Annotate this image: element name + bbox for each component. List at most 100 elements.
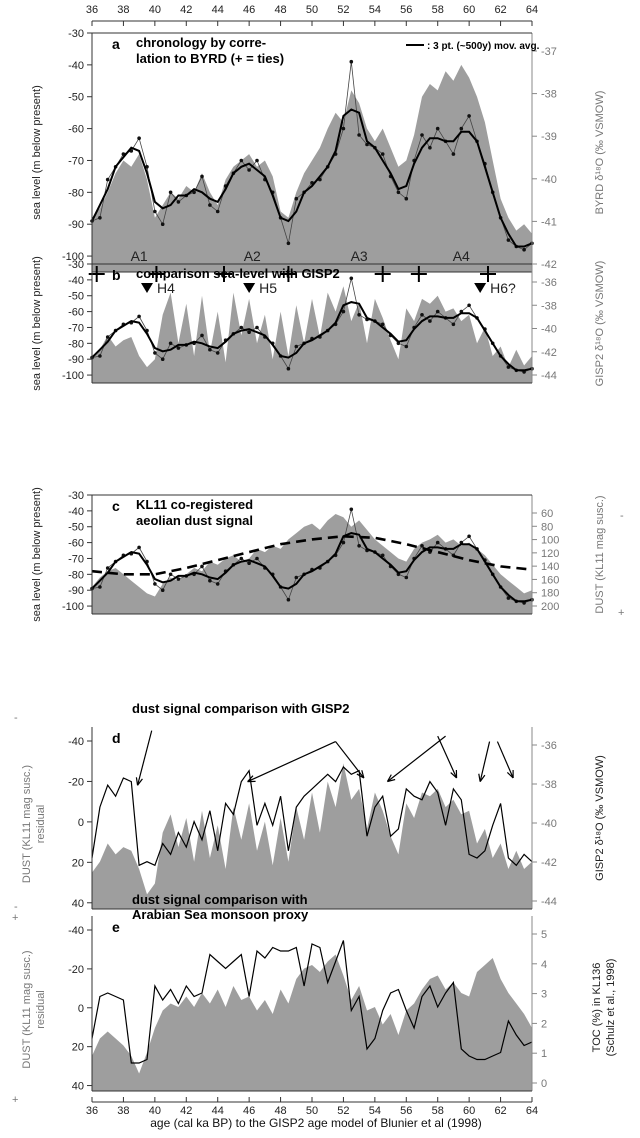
event-label: H6? xyxy=(490,280,516,296)
interstadial-label: A3 xyxy=(351,248,368,264)
data-point xyxy=(105,177,110,182)
y-tick-label: -50 xyxy=(68,92,84,104)
age-tick-label: 44 xyxy=(212,4,224,16)
y-end-mark-plus: + xyxy=(12,1094,18,1106)
arrow-line xyxy=(387,735,446,783)
age-tick-label: 56 xyxy=(400,4,412,16)
age-tick-label: 58 xyxy=(432,1105,444,1117)
y-tick-label: -80 xyxy=(68,338,84,350)
panel-letter: b xyxy=(112,267,121,283)
data-point xyxy=(294,344,299,349)
age-tick-label: 40 xyxy=(149,1105,161,1117)
data-point xyxy=(239,556,244,561)
data-point xyxy=(98,354,102,358)
y2-tick-label: 1 xyxy=(541,1048,547,1060)
data-point xyxy=(467,303,471,308)
y2-tick-label: -36 xyxy=(541,277,557,289)
arrow-head-icon xyxy=(386,774,396,783)
y2-tick-label: -40 xyxy=(541,174,557,186)
y-tick-label: -50 xyxy=(68,291,84,303)
data-point xyxy=(247,561,251,565)
data-point xyxy=(215,351,220,355)
y2-tick-label: 200 xyxy=(541,601,559,613)
arrow-head-icon xyxy=(506,769,514,779)
panel-title: comparison sea-level with GISP2 xyxy=(136,266,340,281)
age-tick-label: 40 xyxy=(149,4,161,16)
data-point xyxy=(396,190,401,195)
data-point xyxy=(286,241,291,246)
y-tick-label: -70 xyxy=(68,322,84,334)
data-point xyxy=(467,114,471,118)
data-point xyxy=(467,534,471,539)
y-tick-label: 40 xyxy=(72,898,84,910)
x-axis-label: age (cal ka BP) to the GISP2 age model o… xyxy=(150,1116,482,1130)
data-point xyxy=(215,582,220,586)
age-tick-label: 36 xyxy=(86,4,98,16)
y-tick-label: -30 xyxy=(68,259,84,271)
age-tick-label: 48 xyxy=(274,4,286,16)
data-point xyxy=(420,313,424,317)
data-point xyxy=(200,333,204,338)
data-point xyxy=(380,152,385,156)
data-point xyxy=(98,216,102,220)
age-tick-label: 38 xyxy=(117,4,129,16)
series-line xyxy=(91,940,533,1064)
data-point xyxy=(428,319,432,323)
y-end-mark-minus: - xyxy=(14,712,18,724)
y-axis-label: sea level (m below present) xyxy=(31,487,43,622)
age-tick-label: 60 xyxy=(463,4,475,16)
y2-axis-label: GISP2 δ¹⁸O (‰ VSMOW) xyxy=(594,755,606,881)
interstadial-label: A4 xyxy=(453,248,470,264)
y2-tick-label: 80 xyxy=(541,521,553,533)
data-point xyxy=(192,190,196,195)
y2-tick-label: 180 xyxy=(541,588,559,600)
data-point xyxy=(365,142,369,147)
y-axis-label-2: residual xyxy=(35,990,47,1029)
panel-letter: a xyxy=(112,36,120,52)
age-tick-label: 36 xyxy=(86,1105,98,1117)
y-tick-label: -100 xyxy=(62,251,84,263)
interstadial-label: A1 xyxy=(131,248,148,264)
y2-axis-label: DUST (KL11 mag susc.) xyxy=(594,495,606,613)
age-tick-label: 44 xyxy=(212,1105,224,1117)
data-point xyxy=(247,330,251,335)
y-axis-label-2: residual xyxy=(35,805,47,844)
y-tick-label: -90 xyxy=(68,585,84,597)
data-point xyxy=(506,365,511,369)
arrow-head-icon xyxy=(356,770,365,779)
data-point xyxy=(451,152,456,156)
age-tick-label: 52 xyxy=(337,4,349,16)
y2-tick-label: -37 xyxy=(541,46,557,58)
y-tick-label: -80 xyxy=(68,187,84,199)
y-tick-label: -30 xyxy=(68,28,84,40)
age-tick-label: 60 xyxy=(463,1105,475,1117)
arrow-line xyxy=(437,735,458,779)
age-tick-label: 38 xyxy=(117,1105,129,1117)
data-point xyxy=(459,126,464,131)
arrow-head-icon xyxy=(135,777,143,786)
data-point xyxy=(420,133,424,137)
y2-tick-label: 60 xyxy=(541,508,553,520)
arrow-line xyxy=(496,741,514,779)
age-tick-label: 62 xyxy=(494,1105,506,1117)
data-point xyxy=(341,309,346,314)
age-tick-label: 50 xyxy=(306,1105,318,1117)
data-point xyxy=(357,133,361,137)
series-line xyxy=(91,301,533,372)
data-point xyxy=(522,247,526,252)
y2-tick-label: -42 xyxy=(541,347,557,359)
series-line xyxy=(91,766,533,867)
y2-tick-label: -38 xyxy=(541,89,557,101)
y2-tick-label: -44 xyxy=(541,370,557,382)
data-point xyxy=(341,540,346,545)
y2-tick-label: 140 xyxy=(541,561,559,573)
data-point xyxy=(176,346,181,350)
data-point xyxy=(153,351,157,355)
data-point xyxy=(168,341,173,346)
panel-title: Arabian Sea monsoon proxy xyxy=(132,907,309,922)
y2-tick-label: 4 xyxy=(541,959,547,971)
data-point xyxy=(506,596,511,600)
y2-tick-label: 120 xyxy=(541,548,559,560)
